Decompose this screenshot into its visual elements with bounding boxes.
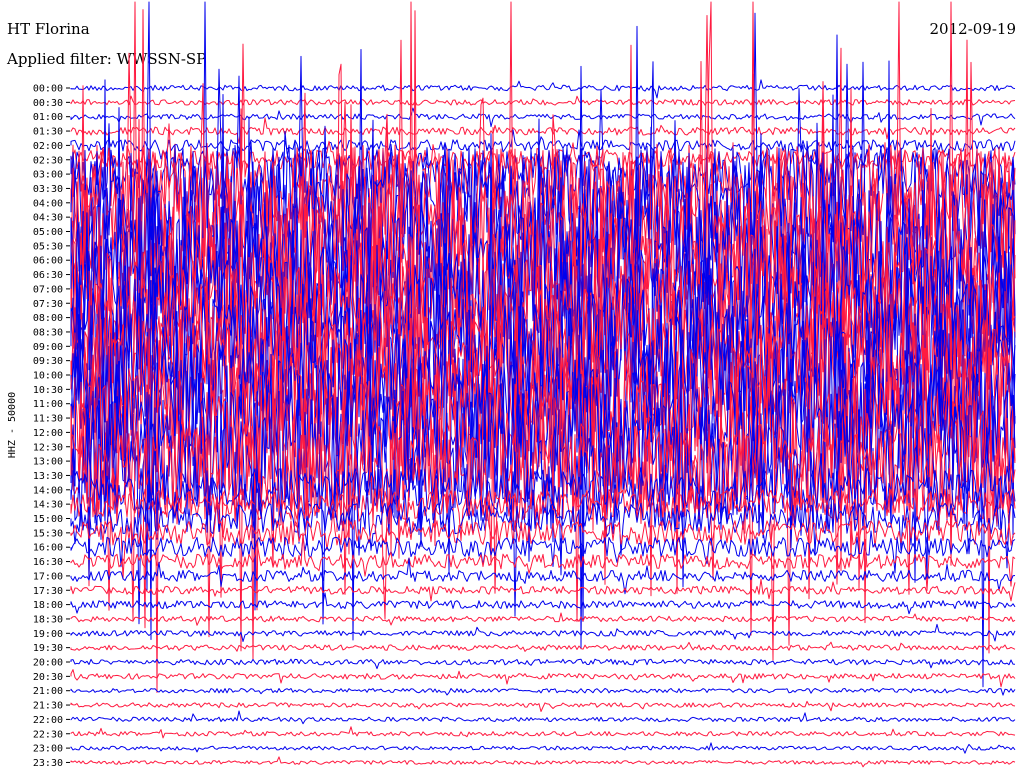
trace-row bbox=[70, 117, 1016, 144]
row-label: 10:30 bbox=[33, 385, 63, 396]
row-time-labels: 00:00 00:30 01:00 01:30 02:00 02:30 03:00 03:30… bbox=[33, 84, 70, 769]
row-label: 21:00 bbox=[33, 686, 63, 697]
channel-label: HHZ - 50000 bbox=[7, 392, 18, 458]
row-label: 10:00 bbox=[33, 371, 63, 382]
trace-row bbox=[70, 623, 1016, 642]
trace-row bbox=[70, 669, 1016, 688]
seismic-traces bbox=[70, 1, 1016, 768]
trace-row bbox=[70, 107, 1016, 128]
trace-row bbox=[70, 726, 1016, 739]
trace-row bbox=[70, 79, 1016, 99]
filter-label: Applied filter: WWSSN-SP bbox=[7, 50, 207, 68]
row-label: 18:30 bbox=[33, 614, 63, 625]
row-label: 16:00 bbox=[33, 543, 63, 554]
row-label: 01:00 bbox=[33, 112, 63, 123]
row-label: 11:00 bbox=[33, 399, 63, 410]
row-label: 03:30 bbox=[33, 184, 63, 195]
trace-row bbox=[70, 578, 1016, 602]
trace-row bbox=[70, 557, 1016, 595]
row-label: 15:30 bbox=[33, 528, 63, 539]
trace-row bbox=[70, 700, 1016, 712]
trace-row bbox=[70, 1, 1016, 510]
trace-row bbox=[70, 688, 1016, 696]
row-label: 20:00 bbox=[33, 658, 63, 669]
row-label: 12:00 bbox=[33, 428, 63, 439]
trace-row bbox=[70, 442, 1016, 541]
trace-row bbox=[70, 612, 1016, 626]
trace-row bbox=[70, 658, 1016, 670]
trace-row bbox=[70, 592, 1016, 615]
row-label: 05:00 bbox=[33, 227, 63, 238]
row-label: 18:00 bbox=[33, 600, 63, 611]
row-label: 00:30 bbox=[33, 98, 63, 109]
row-label: 04:00 bbox=[33, 198, 63, 209]
row-label: 20:30 bbox=[33, 672, 63, 683]
trace-row bbox=[70, 641, 1016, 652]
row-label: 01:30 bbox=[33, 127, 63, 138]
row-label: 02:30 bbox=[33, 155, 63, 166]
row-label: 19:00 bbox=[33, 629, 63, 640]
trace-row bbox=[70, 497, 1016, 580]
row-label: 08:00 bbox=[33, 313, 63, 324]
row-label: 09:00 bbox=[33, 342, 63, 353]
row-label: 06:00 bbox=[33, 256, 63, 267]
trace-row bbox=[70, 34, 1016, 536]
row-label: 07:30 bbox=[33, 299, 63, 310]
row-label: 23:00 bbox=[33, 744, 63, 755]
row-label: 14:30 bbox=[33, 500, 63, 511]
row-label: 09:30 bbox=[33, 356, 63, 367]
row-label: 08:30 bbox=[33, 327, 63, 338]
trace-row bbox=[70, 530, 1016, 574]
station-title: HT Florina bbox=[7, 20, 90, 38]
row-label: 22:00 bbox=[33, 715, 63, 726]
row-label: 23:30 bbox=[33, 758, 63, 769]
row-label: 15:00 bbox=[33, 514, 63, 525]
row-label: 13:30 bbox=[33, 471, 63, 482]
row-label: 14:00 bbox=[33, 485, 63, 496]
trace-row bbox=[70, 532, 1016, 591]
row-label: 17:00 bbox=[33, 571, 63, 582]
trace-row bbox=[70, 462, 1016, 569]
row-label: 11:30 bbox=[33, 414, 63, 425]
row-label: 19:30 bbox=[33, 643, 63, 654]
trace-row bbox=[70, 756, 1016, 768]
trace-row bbox=[70, 710, 1016, 725]
trace-row bbox=[70, 330, 1016, 661]
row-label: 05:30 bbox=[33, 241, 63, 252]
row-label: 02:00 bbox=[33, 141, 63, 152]
trace-row bbox=[70, 95, 1016, 106]
trace-row bbox=[70, 417, 1016, 576]
row-label: 07:00 bbox=[33, 284, 63, 295]
trace-row bbox=[70, 222, 1016, 625]
row-label: 17:30 bbox=[33, 586, 63, 597]
row-label: 00:00 bbox=[33, 84, 63, 95]
row-label: 03:00 bbox=[33, 170, 63, 181]
row-label: 22:30 bbox=[33, 729, 63, 740]
row-label: 06:30 bbox=[33, 270, 63, 281]
row-label: 21:30 bbox=[33, 701, 63, 712]
trace-row bbox=[70, 742, 1016, 754]
row-label: 12:30 bbox=[33, 442, 63, 453]
row-label: 16:30 bbox=[33, 557, 63, 568]
row-label: 13:00 bbox=[33, 457, 63, 468]
row-label: 04:30 bbox=[33, 213, 63, 224]
